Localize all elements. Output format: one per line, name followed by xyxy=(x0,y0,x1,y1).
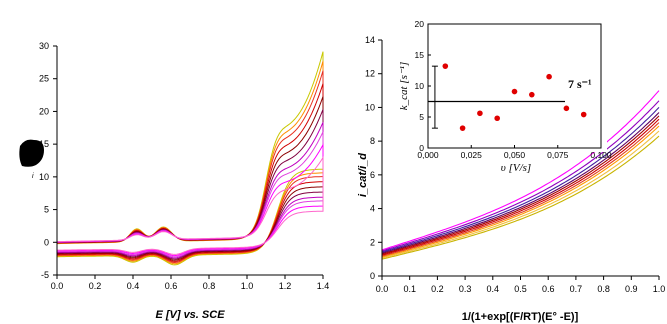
kcat-point xyxy=(477,110,483,117)
ratio-y-tick-label: 0 xyxy=(370,271,375,281)
cv-x-tick-label: 1.0 xyxy=(241,281,254,291)
ratio-panel: 0.0 0.1 0.2 0.3 0.4 0.5 0.6 0.7 0.8 0.9 1.0 0 2 4 6 8 1… xyxy=(357,35,665,323)
ratio-curve xyxy=(381,130,660,259)
ratio-curves xyxy=(381,90,660,260)
ratio-x-tick-label: 0.6 xyxy=(542,284,555,294)
kcat-point xyxy=(459,125,466,131)
cv-x-tick-label: 0.4 xyxy=(127,281,140,291)
cv-x-tick-label: 0.6 xyxy=(165,281,178,291)
ratio-curve xyxy=(381,115,660,255)
ratio-x-axis-label: 1/(1+exp[(F/RT)(E° -E)] xyxy=(462,311,579,323)
inset-y-tick-label: 10 xyxy=(415,81,425,91)
ratio-y-tick-label: 4 xyxy=(370,204,375,214)
inset-y-ticks: 0 5 10 15 20 xyxy=(415,19,431,153)
ratio-x-tick-label: 0.0 xyxy=(376,284,389,294)
cv-y-tick-label: -5 xyxy=(41,270,49,280)
cv-y-tick-label: 0 xyxy=(44,237,49,247)
cv-y-tick-label: 20 xyxy=(39,106,49,116)
ratio-y-tick-label: 6 xyxy=(370,170,375,180)
cv-x-tick-label: 0.0 xyxy=(51,281,64,291)
ratio-y-tick-label: 10 xyxy=(365,102,375,112)
inset-x-tick-label: 0,075 xyxy=(547,150,569,160)
inset-marks xyxy=(428,63,587,131)
ratio-y-tick-label: 12 xyxy=(365,69,375,79)
cv-x-axis-label: E [V] vs. SCE xyxy=(155,309,225,321)
redaction-blob xyxy=(19,139,44,167)
inset-y-tick-label: 15 xyxy=(415,50,425,60)
ratio-x-tick-label: 1.0 xyxy=(653,284,666,294)
ratio-x-tick-label: 0.5 xyxy=(514,284,527,294)
kcat-inset: 0,000 0,025 0,050 0,075 0,100 0 5 10 15 20 υ [V/… xyxy=(398,19,612,174)
cv-y-ticks: -5 0 5 10 15 20 25 30 xyxy=(39,41,57,280)
cv-y-tick-label: 25 xyxy=(39,74,49,84)
cv-curve xyxy=(57,155,324,255)
cv-curve xyxy=(57,83,324,262)
cv-curve xyxy=(56,70,324,264)
ratio-x-tick-label: 0.2 xyxy=(431,284,444,294)
ratio-y-tick-label: 14 xyxy=(365,35,375,45)
kcat-point xyxy=(529,91,535,98)
ratio-y-ticks: 0 2 4 6 8 10 12 14 xyxy=(365,35,382,281)
ratio-curve xyxy=(381,112,660,254)
cv-x-tick-label: 0.2 xyxy=(89,281,102,291)
ratio-curve xyxy=(381,90,660,251)
cv-x-tick-label: 1.2 xyxy=(279,281,292,291)
inset-x-axis-label: υ [V/s] xyxy=(501,162,531,174)
ratio-curve xyxy=(381,118,660,256)
cv-x-ticks: 0.0 0.2 0.4 0.6 0.8 1.0 1.2 1.4 xyxy=(51,275,330,291)
ratio-x-tick-label: 0.7 xyxy=(570,284,583,294)
inset-x-tick-label: 0,100 xyxy=(590,150,612,160)
cv-curve xyxy=(57,51,324,266)
cv-y-tick-label: 5 xyxy=(44,205,49,215)
ratio-x-tick-label: 0.9 xyxy=(625,284,638,294)
ratio-curve xyxy=(381,135,660,260)
inset-y-axis-label: k_cat [s⁻¹] xyxy=(398,62,410,111)
ratio-x-tick-label: 0.4 xyxy=(487,284,500,294)
kcat-point xyxy=(580,111,587,118)
ratio-x-tick-label: 0.1 xyxy=(403,284,416,294)
ratio-curve xyxy=(381,100,660,252)
inset-y-tick-label: 20 xyxy=(415,19,425,29)
ratio-x-ticks: 0.0 0.1 0.2 0.3 0.4 0.5 0.6 0.7 0.8 0.9 1.0 xyxy=(376,276,666,294)
ratio-x-tick-label: 0.3 xyxy=(459,284,472,294)
kcat-point xyxy=(442,63,449,69)
ratio-curve xyxy=(381,125,660,258)
ratio-curve xyxy=(381,107,660,253)
kcat-point xyxy=(494,115,501,122)
cv-y-tick-label: 15 xyxy=(39,139,49,149)
inset-x-tick-label: 0,000 xyxy=(417,150,439,160)
cv-curve xyxy=(56,96,324,261)
ratio-x-tick-label: 0.8 xyxy=(597,284,610,294)
ratio-curve xyxy=(381,122,660,257)
cv-panel: 0.0 0.2 0.4 0.6 0.8 1.0 1.2 1.4 -5051015202530 … xyxy=(19,41,329,321)
kcat-point xyxy=(546,73,552,80)
cv-x-tick-label: 0.8 xyxy=(203,281,216,291)
ratio-y-axis-label: i_cat/i_d xyxy=(357,153,369,197)
cv-y-tick-label: 10 xyxy=(39,172,49,182)
inset-y-tick-label: 0 xyxy=(419,143,424,153)
inset-background xyxy=(425,20,607,152)
inset-x-tick-label: 0,050 xyxy=(504,150,526,160)
ratio-y-tick-label: 2 xyxy=(370,237,375,247)
cv-axes xyxy=(56,46,323,276)
cv-y-tick-label: 30 xyxy=(39,41,49,51)
mean-rate-label: 7 s⁻¹ xyxy=(568,77,592,91)
inset-x-tick-label: 0,025 xyxy=(461,150,483,160)
ratio-y-tick-label: 8 xyxy=(370,136,375,146)
kcat-point xyxy=(511,88,518,95)
cv-y-axis-label: i xyxy=(32,173,34,180)
kcat-point xyxy=(563,105,570,112)
cv-curves xyxy=(56,51,324,266)
inset-y-tick-label: 5 xyxy=(419,112,424,122)
cv-curve xyxy=(57,109,324,260)
cv-x-tick-label: 1.4 xyxy=(317,281,330,291)
